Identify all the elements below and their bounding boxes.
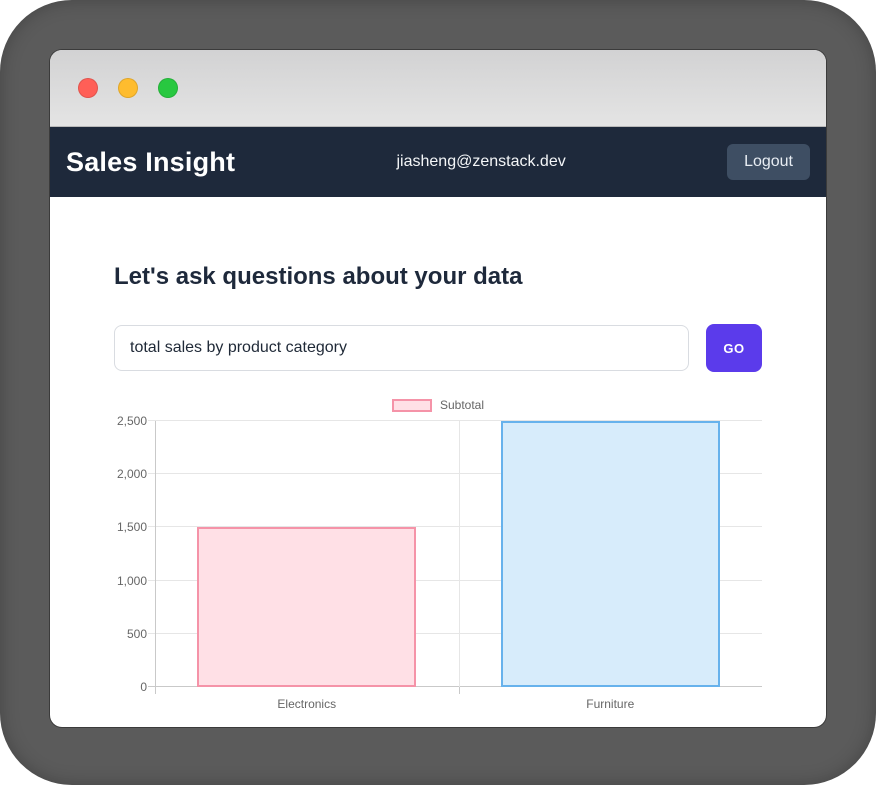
- y-tick-label: 2,500: [116, 414, 147, 428]
- bar-electronics: [197, 527, 416, 687]
- y-tick-label: 0: [140, 680, 147, 694]
- minimize-window-button[interactable]: [118, 78, 138, 98]
- app-title: Sales Insight: [66, 146, 236, 177]
- x-axis-labels: Electronics Furniture: [155, 687, 762, 711]
- x-tick-mark: [155, 687, 156, 694]
- legend-swatch: [391, 398, 432, 412]
- app-navbar: Sales Insight jiasheng@zenstack.dev Logo…: [50, 127, 826, 197]
- x-category-label: Electronics: [277, 697, 337, 711]
- main-content: Let's ask questions about your data GO S…: [50, 197, 826, 711]
- category-grid-line: [458, 421, 460, 687]
- y-grid-line: [148, 473, 762, 475]
- traffic-lights: [78, 78, 178, 98]
- plot-area: 0 500 1,000 1,500 2,000 2,500: [117, 414, 762, 694]
- user-email: jiasheng@zenstack.dev: [396, 153, 566, 170]
- legend-label: Subtotal: [439, 398, 485, 412]
- y-tick-label: 1,000: [116, 573, 147, 588]
- query-input[interactable]: [114, 325, 689, 371]
- y-axis-line: [155, 421, 156, 687]
- y-tick-label: 2,000: [116, 467, 147, 482]
- macos-titlebar: [50, 50, 826, 127]
- bar-furniture: [500, 421, 720, 687]
- y-grid-line: [148, 579, 762, 581]
- x-category-label: Furniture: [586, 697, 635, 711]
- y-tick-label: 1,500: [116, 520, 147, 535]
- y-grid-line: [148, 526, 762, 528]
- x-axis-line: [148, 686, 762, 687]
- logout-button[interactable]: Logout: [727, 144, 810, 180]
- page-title: Let's ask questions about your data: [114, 263, 523, 290]
- chart-legend: Subtotal: [114, 398, 762, 412]
- bar-chart: Subtotal 0 500 1,000 1,500 2,000 2,500 Electr…: [114, 398, 762, 711]
- y-grid-line: [148, 632, 762, 634]
- y-grid-line: [148, 420, 762, 421]
- zoom-window-button[interactable]: [158, 78, 178, 98]
- close-window-button[interactable]: [78, 78, 98, 98]
- y-tick-label: 500: [126, 626, 147, 641]
- go-button[interactable]: GO: [706, 324, 762, 372]
- x-tick-mark: [458, 687, 460, 694]
- app-window: Sales Insight jiasheng@zenstack.dev Logo…: [50, 50, 826, 727]
- query-form: GO: [114, 324, 762, 372]
